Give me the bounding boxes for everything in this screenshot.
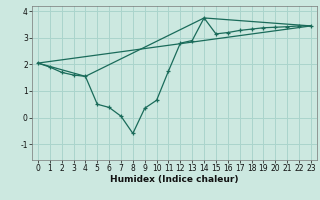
X-axis label: Humidex (Indice chaleur): Humidex (Indice chaleur): [110, 175, 239, 184]
